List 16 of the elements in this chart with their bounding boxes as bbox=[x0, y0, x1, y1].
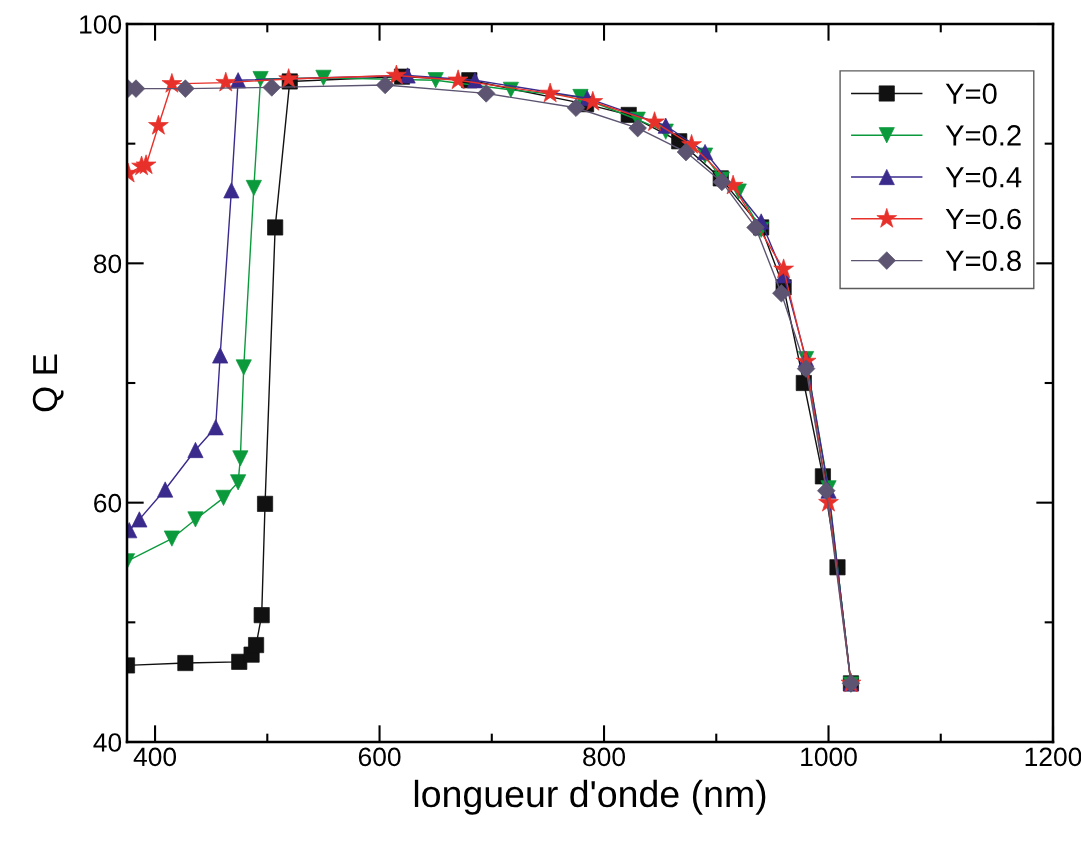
legend-label: Y=0.2 bbox=[945, 125, 1021, 146]
y-axis-title: Q E bbox=[32, 354, 64, 412]
y-tick-label: 40 bbox=[93, 733, 122, 752]
x-tick-label: 1000 bbox=[801, 747, 857, 767]
y-tick-label: 100 bbox=[80, 15, 122, 34]
legend-label: Y=0 bbox=[945, 83, 997, 104]
x-tick-label: 800 bbox=[583, 747, 626, 767]
x-tick-label: 600 bbox=[358, 747, 401, 767]
x-tick-label: 1200 bbox=[1025, 747, 1081, 767]
legend-label: Y=0.6 bbox=[945, 208, 1021, 230]
y-tick-label: 60 bbox=[94, 493, 122, 513]
x-axis-title: longueur d'onde (nm) bbox=[414, 779, 766, 815]
legend-label: Y=0.4 bbox=[945, 166, 1022, 188]
legend-label: Y=0.8 bbox=[945, 250, 1021, 272]
y-tick-label: 80 bbox=[93, 254, 122, 274]
x-tick-label: 400 bbox=[133, 747, 177, 767]
